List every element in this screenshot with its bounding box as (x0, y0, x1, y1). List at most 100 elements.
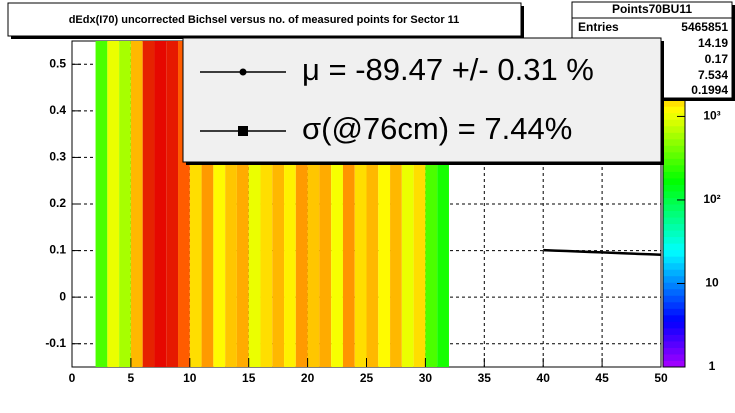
heat-cell (154, 41, 167, 367)
stats-value: 0.1994 (691, 83, 728, 97)
heat-cell (119, 41, 131, 367)
y-tick-label: -0.1 (45, 336, 66, 350)
x-tick-label: 40 (537, 371, 551, 385)
heat-cell (201, 41, 214, 367)
palette-swatch (663, 360, 685, 368)
profile-line (543, 248, 662, 257)
heat-cell (130, 41, 143, 367)
legend-marker (239, 68, 247, 76)
stats-value: 0.17 (705, 52, 729, 66)
x-tick-label: 35 (478, 371, 492, 385)
x-tick-label: 15 (242, 371, 256, 385)
y-tick-label: 0.1 (49, 243, 66, 257)
palette-swatch (663, 295, 685, 303)
x-tick-label: 10 (183, 371, 197, 385)
heat-cell (95, 41, 108, 367)
legend-label: μ = -89.47 +/- 0.31 % (302, 52, 594, 87)
heat-cell (331, 41, 343, 367)
y-tick-label: 0.2 (49, 196, 66, 210)
legend-box (182, 37, 662, 163)
y-tick-label: 0.5 (49, 56, 66, 70)
palette-swatch (663, 190, 685, 198)
x-tick-label: 50 (654, 371, 668, 385)
palette-swatch (663, 210, 685, 218)
legend-label: σ(@76cm) = 7.44% (302, 111, 572, 146)
heat-cell (236, 41, 249, 367)
y-tick-label: 0.3 (49, 150, 66, 164)
x-tick-label: 20 (301, 371, 315, 385)
palette-swatch (663, 138, 685, 146)
palette-swatch (663, 282, 685, 290)
heat-cell (319, 41, 332, 367)
palette-swatch (663, 353, 685, 361)
palette-swatch (663, 145, 685, 153)
heat-cell (225, 41, 237, 367)
x-tick-label: 5 (128, 371, 135, 385)
palette-swatch (663, 177, 685, 185)
heat-cell (342, 41, 355, 367)
palette-swatch (663, 334, 685, 342)
palette-swatch (663, 243, 685, 251)
palette-swatch (663, 256, 685, 264)
z-tick-label: 10² (703, 192, 720, 206)
palette-swatch (663, 106, 685, 114)
palette-swatch (663, 112, 685, 120)
heat-cell (142, 41, 155, 367)
legend-marker (238, 126, 248, 136)
palette-swatch (663, 119, 685, 127)
x-tick-label: 45 (595, 371, 609, 385)
palette-swatch (663, 308, 685, 316)
heat-cell (366, 41, 379, 367)
heat-cell (354, 41, 367, 367)
heat-cell (401, 41, 414, 367)
palette-swatch (663, 158, 685, 166)
heat-cell (425, 41, 438, 367)
x-tick-label: 25 (360, 371, 374, 385)
palette-swatch (663, 249, 685, 257)
palette-swatch (663, 321, 685, 329)
palette-swatch (663, 164, 685, 172)
z-tick-label: 10³ (703, 109, 720, 123)
palette-swatch (663, 217, 685, 225)
heat-cell (437, 41, 449, 367)
heat-cell (284, 41, 296, 367)
heat-cell (189, 41, 202, 367)
heat-cell (272, 41, 285, 367)
stats-label: Entries (578, 20, 619, 34)
palette-swatch (663, 125, 685, 133)
stats-value: 14.19 (698, 36, 728, 50)
stats-value: 5465851 (681, 20, 728, 34)
heat-cell (378, 41, 391, 367)
x-tick-label: 0 (69, 371, 76, 385)
heat-cell (213, 41, 226, 367)
palette-swatch (663, 197, 685, 205)
palette-swatch (663, 236, 685, 244)
palette-swatch (663, 288, 685, 296)
chart-title: dEdx(I70) uncorrected Bichsel versus no.… (69, 14, 460, 26)
palette-swatch (663, 184, 685, 192)
heat-cell (260, 41, 273, 367)
x-tick-label: 30 (419, 371, 433, 385)
palette-swatch (663, 132, 685, 140)
heat-cell (107, 41, 120, 367)
heat-cell (178, 41, 190, 367)
heat-cell (295, 41, 308, 367)
palette-swatch (663, 262, 685, 270)
stats-value: 7.534 (698, 68, 728, 82)
palette-swatch (663, 230, 685, 238)
palette-swatch (663, 99, 685, 107)
palette-swatch (663, 223, 685, 231)
palette-swatch (663, 314, 685, 322)
palette-swatch (663, 275, 685, 283)
palette-swatch (663, 327, 685, 335)
palette-swatch (663, 204, 685, 212)
palette-swatch (663, 301, 685, 309)
palette-swatch (663, 340, 685, 348)
stats-title: Points70BU11 (612, 2, 692, 16)
z-tick-label: 1 (709, 359, 716, 373)
heat-cell (390, 41, 402, 367)
heat-cell (413, 41, 426, 367)
title-box (7, 2, 522, 37)
heat-cell (166, 41, 179, 367)
